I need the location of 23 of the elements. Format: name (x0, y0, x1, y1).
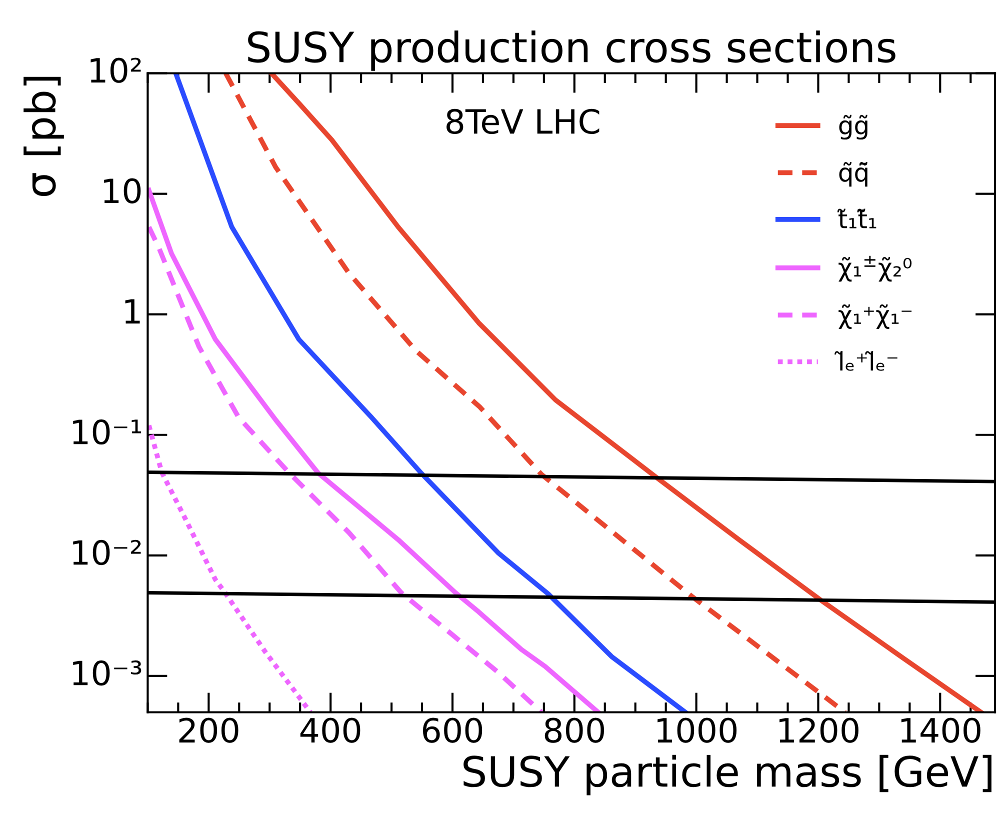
x-tick-label: 600 (423, 718, 482, 743)
x-tick-label: 1200 (779, 718, 858, 743)
x-tick-label: 1400 (901, 718, 980, 743)
legend-label: q̃q̃̄ (839, 162, 868, 187)
x-tick-label: 200 (179, 718, 238, 743)
legend-label: l̃ₑ⁺l̃ₑ⁻ (834, 351, 898, 371)
legend-label: χ̃₁$^{±}$χ̃₂⁰ (838, 256, 912, 282)
y-tick-label: 1 (125, 299, 140, 324)
y-tick-label: 10⁻² (73, 540, 141, 566)
y-tick-label: 10⁻³ (73, 660, 142, 686)
x-axis-title: SUSY particle mass [GeV] (464, 754, 992, 796)
x-tick-label: 1000 (658, 718, 737, 743)
x-tick-label: 800 (544, 718, 604, 743)
legend-label: χ̃₁⁺χ̃₁⁻ (838, 304, 912, 329)
y-axis-title: σ [pb] (24, 76, 64, 196)
annotation: 8TeV LHC (446, 108, 600, 134)
y-tick-label: 10 (104, 178, 141, 204)
y-tick-label: 10⁻¹ (73, 419, 142, 445)
chart-title: SUSY production cross sections (248, 30, 896, 71)
legend-label: t̃₁t̃̄₁ (837, 208, 876, 228)
y-tick-label: 10² (90, 58, 141, 83)
legend-label: g̃g̃ (839, 114, 868, 140)
x-tick-label: 400 (300, 718, 360, 743)
